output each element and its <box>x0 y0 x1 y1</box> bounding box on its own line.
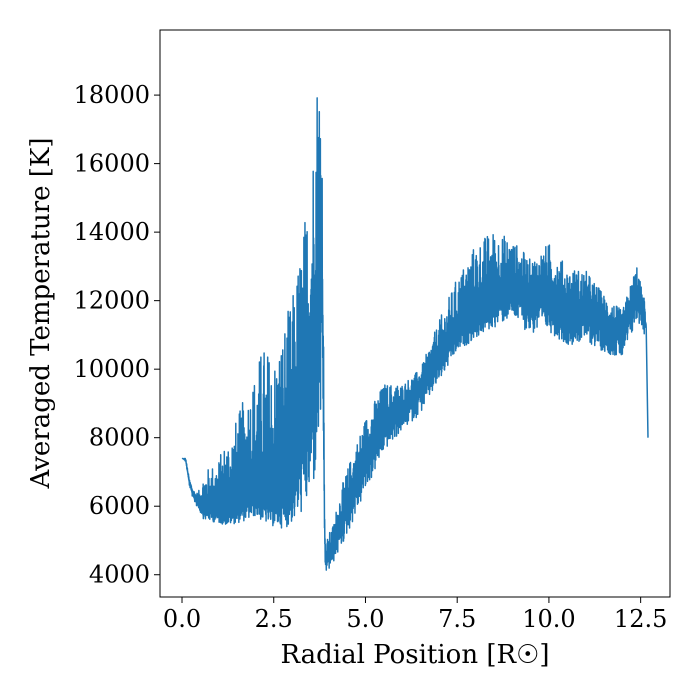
y-axis: 4000 6000 8000 10000 12000 14000 16000 18000 <box>74 81 160 589</box>
y-tick-label: 8000 <box>89 424 150 452</box>
x-axis: 0.0 2.5 5.0 7.5 10.0 12.5 <box>163 597 667 633</box>
y-tick-label: 6000 <box>89 492 150 520</box>
x-tick-label: 2.5 <box>255 605 293 633</box>
y-tick-label: 18000 <box>74 81 150 109</box>
x-tick-label: 12.5 <box>614 605 667 633</box>
x-tick-label: 7.5 <box>438 605 476 633</box>
y-tick-label: 16000 <box>74 150 150 178</box>
plot-area-frame <box>159 29 671 598</box>
series-layer <box>181 97 649 571</box>
y-axis-label: Averaged Temperature [K] <box>26 138 56 490</box>
series-line <box>181 97 649 571</box>
x-tick-label: 0.0 <box>163 605 201 633</box>
x-tick-label: 5.0 <box>346 605 384 633</box>
y-tick-label: 10000 <box>74 355 150 383</box>
x-tick-label: 10.0 <box>522 605 575 633</box>
x-axis-label: Radial Position [R☉] <box>280 640 549 670</box>
y-tick-label: 12000 <box>74 287 150 315</box>
y-tick-label: 4000 <box>89 561 150 589</box>
y-tick-label: 14000 <box>74 218 150 246</box>
